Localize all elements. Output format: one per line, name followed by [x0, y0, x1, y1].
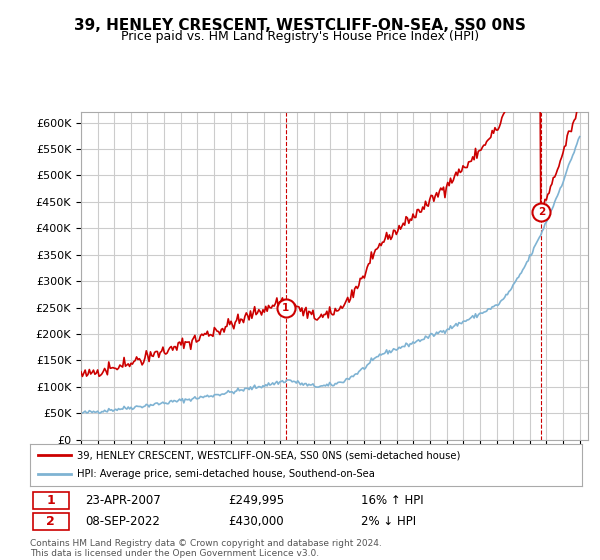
Text: 39, HENLEY CRESCENT, WESTCLIFF-ON-SEA, SS0 0NS: 39, HENLEY CRESCENT, WESTCLIFF-ON-SEA, S… [74, 18, 526, 33]
Text: 1: 1 [282, 302, 289, 312]
FancyBboxPatch shape [33, 513, 68, 530]
Text: Price paid vs. HM Land Registry's House Price Index (HPI): Price paid vs. HM Land Registry's House … [121, 30, 479, 43]
Text: 2% ↓ HPI: 2% ↓ HPI [361, 515, 416, 528]
Text: 2: 2 [538, 207, 545, 217]
Text: 1: 1 [46, 494, 55, 507]
Text: 39, HENLEY CRESCENT, WESTCLIFF-ON-SEA, SS0 0NS (semi-detached house): 39, HENLEY CRESCENT, WESTCLIFF-ON-SEA, S… [77, 450, 460, 460]
FancyBboxPatch shape [33, 492, 68, 509]
Text: 16% ↑ HPI: 16% ↑ HPI [361, 494, 424, 507]
Text: HPI: Average price, semi-detached house, Southend-on-Sea: HPI: Average price, semi-detached house,… [77, 469, 375, 479]
Text: 23-APR-2007: 23-APR-2007 [85, 494, 161, 507]
Text: 2: 2 [46, 515, 55, 528]
Text: 08-SEP-2022: 08-SEP-2022 [85, 515, 160, 528]
Text: Contains HM Land Registry data © Crown copyright and database right 2024.
This d: Contains HM Land Registry data © Crown c… [30, 539, 382, 558]
Text: £430,000: £430,000 [229, 515, 284, 528]
Text: £249,995: £249,995 [229, 494, 285, 507]
